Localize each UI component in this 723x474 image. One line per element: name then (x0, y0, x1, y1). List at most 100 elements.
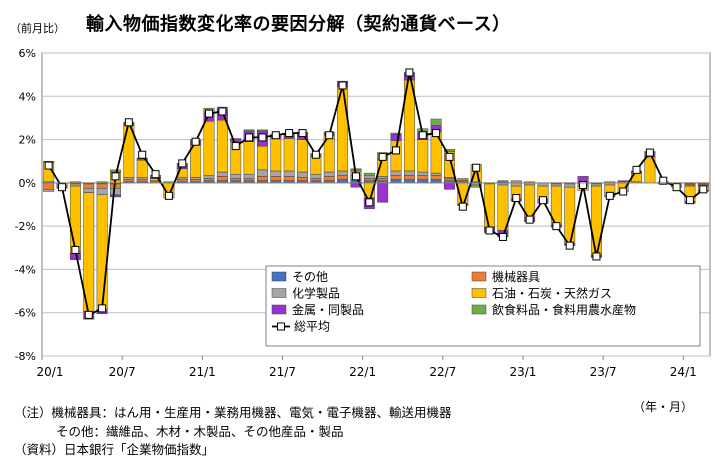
bar-segment (444, 178, 455, 181)
bar-segment (297, 139, 308, 173)
bar-segment (216, 171, 228, 177)
bar-segment (390, 133, 402, 141)
x-unit-label: （年・月） (633, 400, 694, 414)
bar-segment (430, 172, 442, 176)
bar-segment (430, 118, 442, 126)
bar-segment (457, 178, 469, 181)
x-tick-label: 24/1 (670, 365, 697, 379)
bar-segment (190, 179, 202, 183)
total-marker (512, 194, 521, 203)
total-marker (138, 150, 147, 159)
total-marker (378, 152, 387, 161)
total-marker (498, 232, 507, 241)
total-marker (392, 146, 401, 155)
total-marker (124, 118, 133, 127)
bar-segment (417, 175, 429, 180)
y-tick-label: -2% (15, 220, 36, 233)
bar-segment (377, 182, 389, 203)
total-marker (231, 142, 240, 151)
bar-segment (564, 186, 576, 244)
legend-label: 飲食料品・食料用農水産物 (492, 302, 636, 317)
total-marker (258, 133, 267, 142)
y-tick-label: 0% (19, 177, 36, 190)
bar-segment (444, 149, 455, 152)
bar-segment (43, 189, 55, 192)
bar-segment (256, 176, 268, 181)
chart-title: 輸入物価指数変化率の要因分解（契約通貨ベース） (86, 14, 511, 35)
legend-label: 総平均 (294, 320, 330, 334)
bar-segment (176, 179, 188, 183)
bar-segment (243, 129, 255, 132)
bar-segment (123, 177, 135, 180)
bar-segment (256, 129, 268, 132)
y-tick-label: -6% (15, 307, 36, 320)
total-marker (525, 215, 534, 224)
bar-segment (403, 175, 415, 180)
axes: 6% 4% 2% 0% -2% -4% -6% -8%20/1 20/7 21/1 21/7 22/1… (15, 47, 710, 379)
bar-segment (270, 170, 282, 177)
bar-segment (550, 183, 562, 187)
bar-segment (417, 139, 429, 173)
bar-segment (190, 177, 202, 180)
total-marker (191, 137, 200, 146)
total-marker (552, 222, 561, 231)
bar-segment (96, 194, 108, 310)
legend-swatch (471, 288, 487, 298)
note-2: その他：繊維品、木材・木製品、その他産品・製品 (56, 423, 344, 439)
bar-segment (363, 175, 375, 179)
bar-segment (136, 159, 148, 178)
total-marker (472, 163, 481, 172)
bar-segment (123, 179, 135, 183)
bar-segment (323, 171, 335, 177)
total-marker (485, 226, 494, 235)
bar-segment (390, 170, 402, 176)
bar-segment (310, 173, 322, 179)
bar-segment (216, 119, 228, 173)
bar-segment (270, 176, 282, 181)
bar-segment (363, 178, 375, 181)
total-marker (418, 131, 427, 140)
bar-segment (297, 177, 308, 181)
bar-segment (230, 139, 242, 142)
x-tick-label: 23/7 (590, 365, 617, 379)
x-tick-label: 20/7 (109, 365, 136, 379)
bar-segment (203, 120, 215, 176)
total-marker (565, 241, 574, 250)
bar-segment (69, 183, 81, 187)
bar-segment (337, 170, 349, 176)
total-marker (458, 202, 467, 211)
bar-segment (83, 183, 95, 189)
total-marker (58, 183, 67, 192)
legend-swatch (271, 304, 287, 315)
x-tick-label: 21/1 (189, 365, 216, 379)
legend-swatch (271, 271, 287, 282)
x-tick-label: 21/7 (269, 365, 296, 379)
total-marker (98, 304, 107, 313)
total-marker (311, 150, 320, 159)
bar-segment (350, 168, 362, 171)
y-tick-label: -4% (15, 263, 36, 276)
total-marker (205, 109, 213, 118)
bar-segment (43, 182, 55, 190)
bar-segment (83, 188, 95, 193)
bar-segment (497, 180, 509, 183)
bar-segment (337, 175, 349, 180)
bar-segment (390, 132, 402, 135)
legend-swatch (271, 288, 287, 298)
bar-segment (203, 178, 215, 181)
total-marker (605, 191, 614, 200)
total-marker (579, 181, 588, 190)
legend-label: 化学製品 (292, 286, 340, 301)
y-tick-label: -8% (15, 350, 36, 363)
bar-segment (403, 170, 415, 176)
x-tick-label: 22/1 (349, 365, 376, 379)
total-marker (218, 107, 227, 116)
total-marker (592, 252, 601, 261)
total-marker (672, 183, 681, 192)
total-marker (445, 152, 454, 161)
legend-label: 石油・石炭・天然ガス (492, 286, 612, 301)
bar-segment (110, 188, 121, 196)
bar-segment (190, 144, 202, 178)
note-1: （注）機械器具：はん用・生産用・業務用機器、電気・電子機器、輸送用機器 (14, 405, 452, 420)
